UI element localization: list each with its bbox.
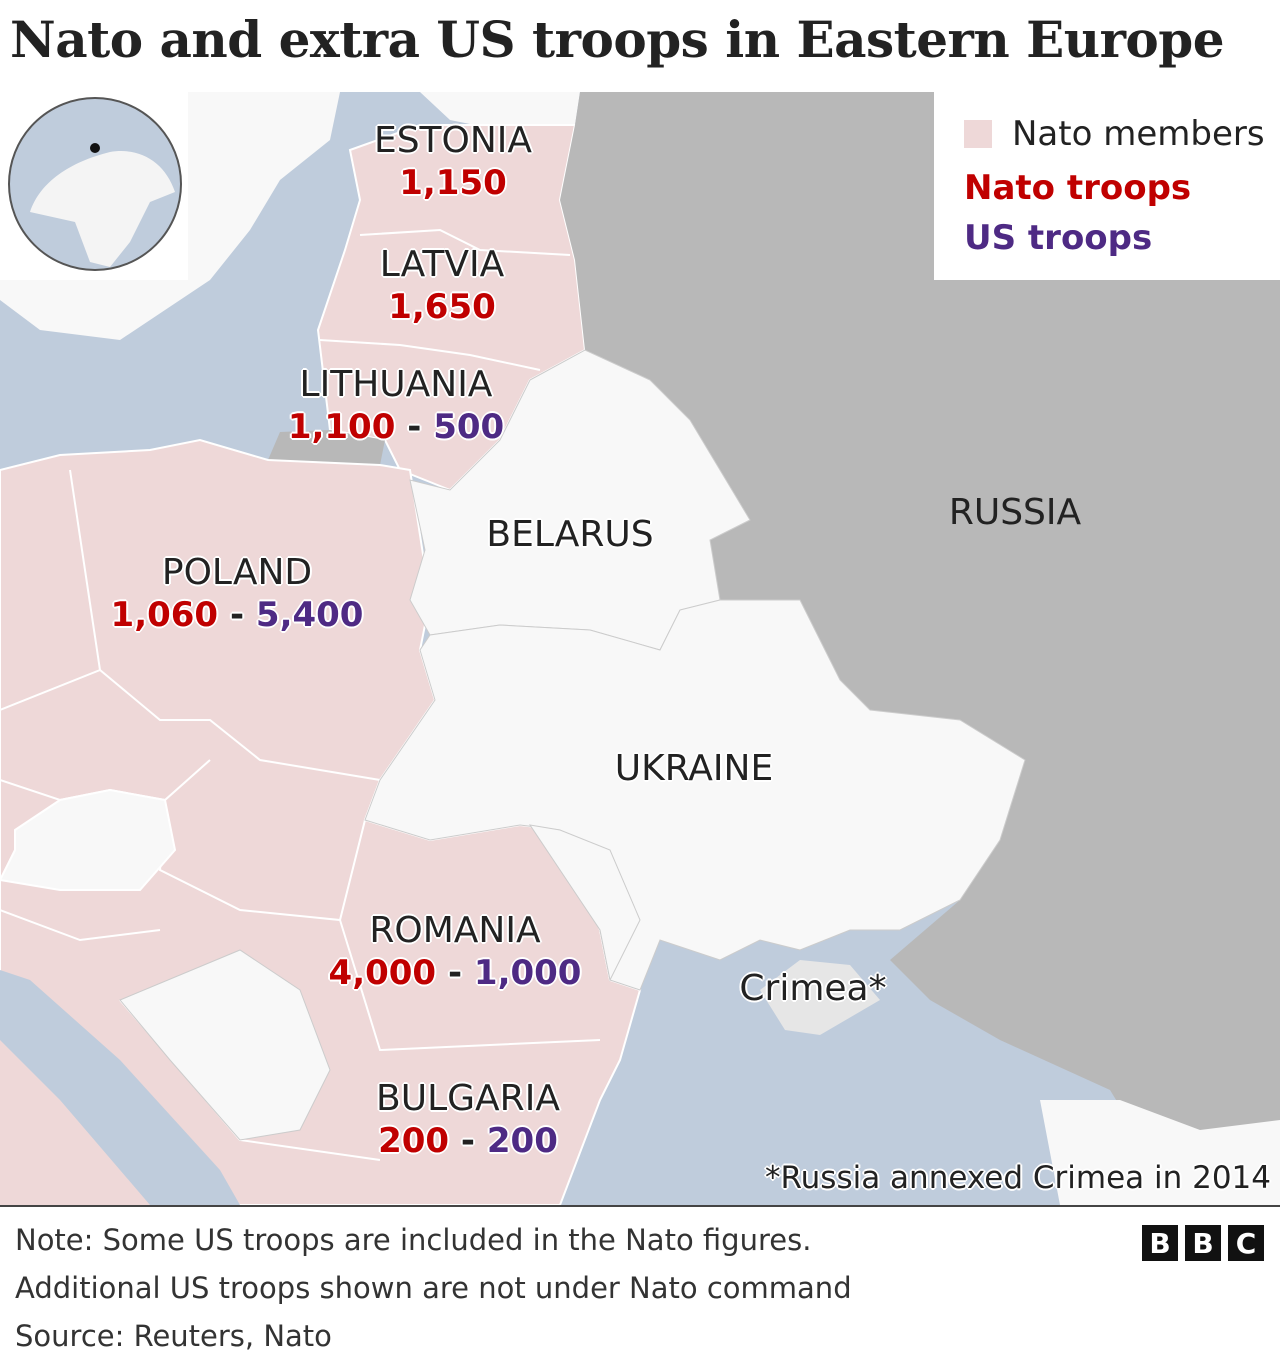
land-austria [0,788,177,891]
land-russia [560,92,1280,1205]
label-bulgaria: BULGARIA 200 - 200 [376,1078,560,1161]
nato-member-swatch [964,120,992,148]
land-ukraine [364,599,1026,991]
footer-source: Source: Reuters, Nato [15,1319,332,1353]
nato-troops-value: 200 [378,1121,450,1161]
label-poland: POLAND 1,060 - 5,400 [110,552,364,635]
label-russia: RUSSIA [948,492,1082,533]
crimea-annotation: *Russia annexed Crimea in 2014 [764,1160,1272,1196]
border-lv-lt [319,339,541,371]
land-crimea [760,960,880,1035]
land-finland [420,92,580,130]
chart-title: Nato and extra US troops in Eastern Euro… [10,10,1225,69]
land-italy [0,1040,150,1205]
legend: Nato members Nato troops US troops [934,92,1280,280]
nato-troops-value: 1,100 [287,407,396,447]
label-estonia: ESTONIA 1,150 [373,120,533,203]
us-troops-value: 200 [486,1121,558,1161]
border-ee-lv [359,228,571,256]
label-lithuania: LITHUANIA 1,100 - 500 [287,364,505,447]
us-troops-value: 500 [433,407,505,447]
label-ukraine: UKRAINE [614,748,774,789]
land-turkey [1040,1100,1280,1205]
nato-troops-value: 1,150 [399,163,507,203]
label-belarus: BELARUS [486,514,654,555]
us-troops-value: 5,400 [255,595,364,635]
bbc-logo: B B C [1142,1225,1264,1261]
land-kaliningrad [268,430,385,465]
locator-globe [0,92,188,280]
legend-nato-troops: Nato troops [964,168,1192,208]
label-romania: ROMANIA 4,000 - 1,000 [328,910,582,993]
footer-note-2: Additional US troops shown are not under… [15,1271,852,1305]
nato-troops-value: 1,060 [110,595,219,635]
label-latvia: LATVIA 1,650 [379,244,505,327]
us-troops-value: 1,000 [473,953,582,993]
label-crimea: Crimea* [739,968,887,1009]
nato-troops-value: 1,650 [388,287,496,327]
footer-note-1: Note: Some US troops are included in the… [15,1223,812,1257]
legend-us-troops: US troops [964,218,1153,258]
legend-members: Nato members [1012,114,1265,154]
land-moldova [528,824,641,982]
nato-troops-value: 4,000 [328,953,437,993]
footer: Note: Some US troops are included in the… [0,1205,1280,1353]
land-balkans-nonmember [119,949,331,1141]
